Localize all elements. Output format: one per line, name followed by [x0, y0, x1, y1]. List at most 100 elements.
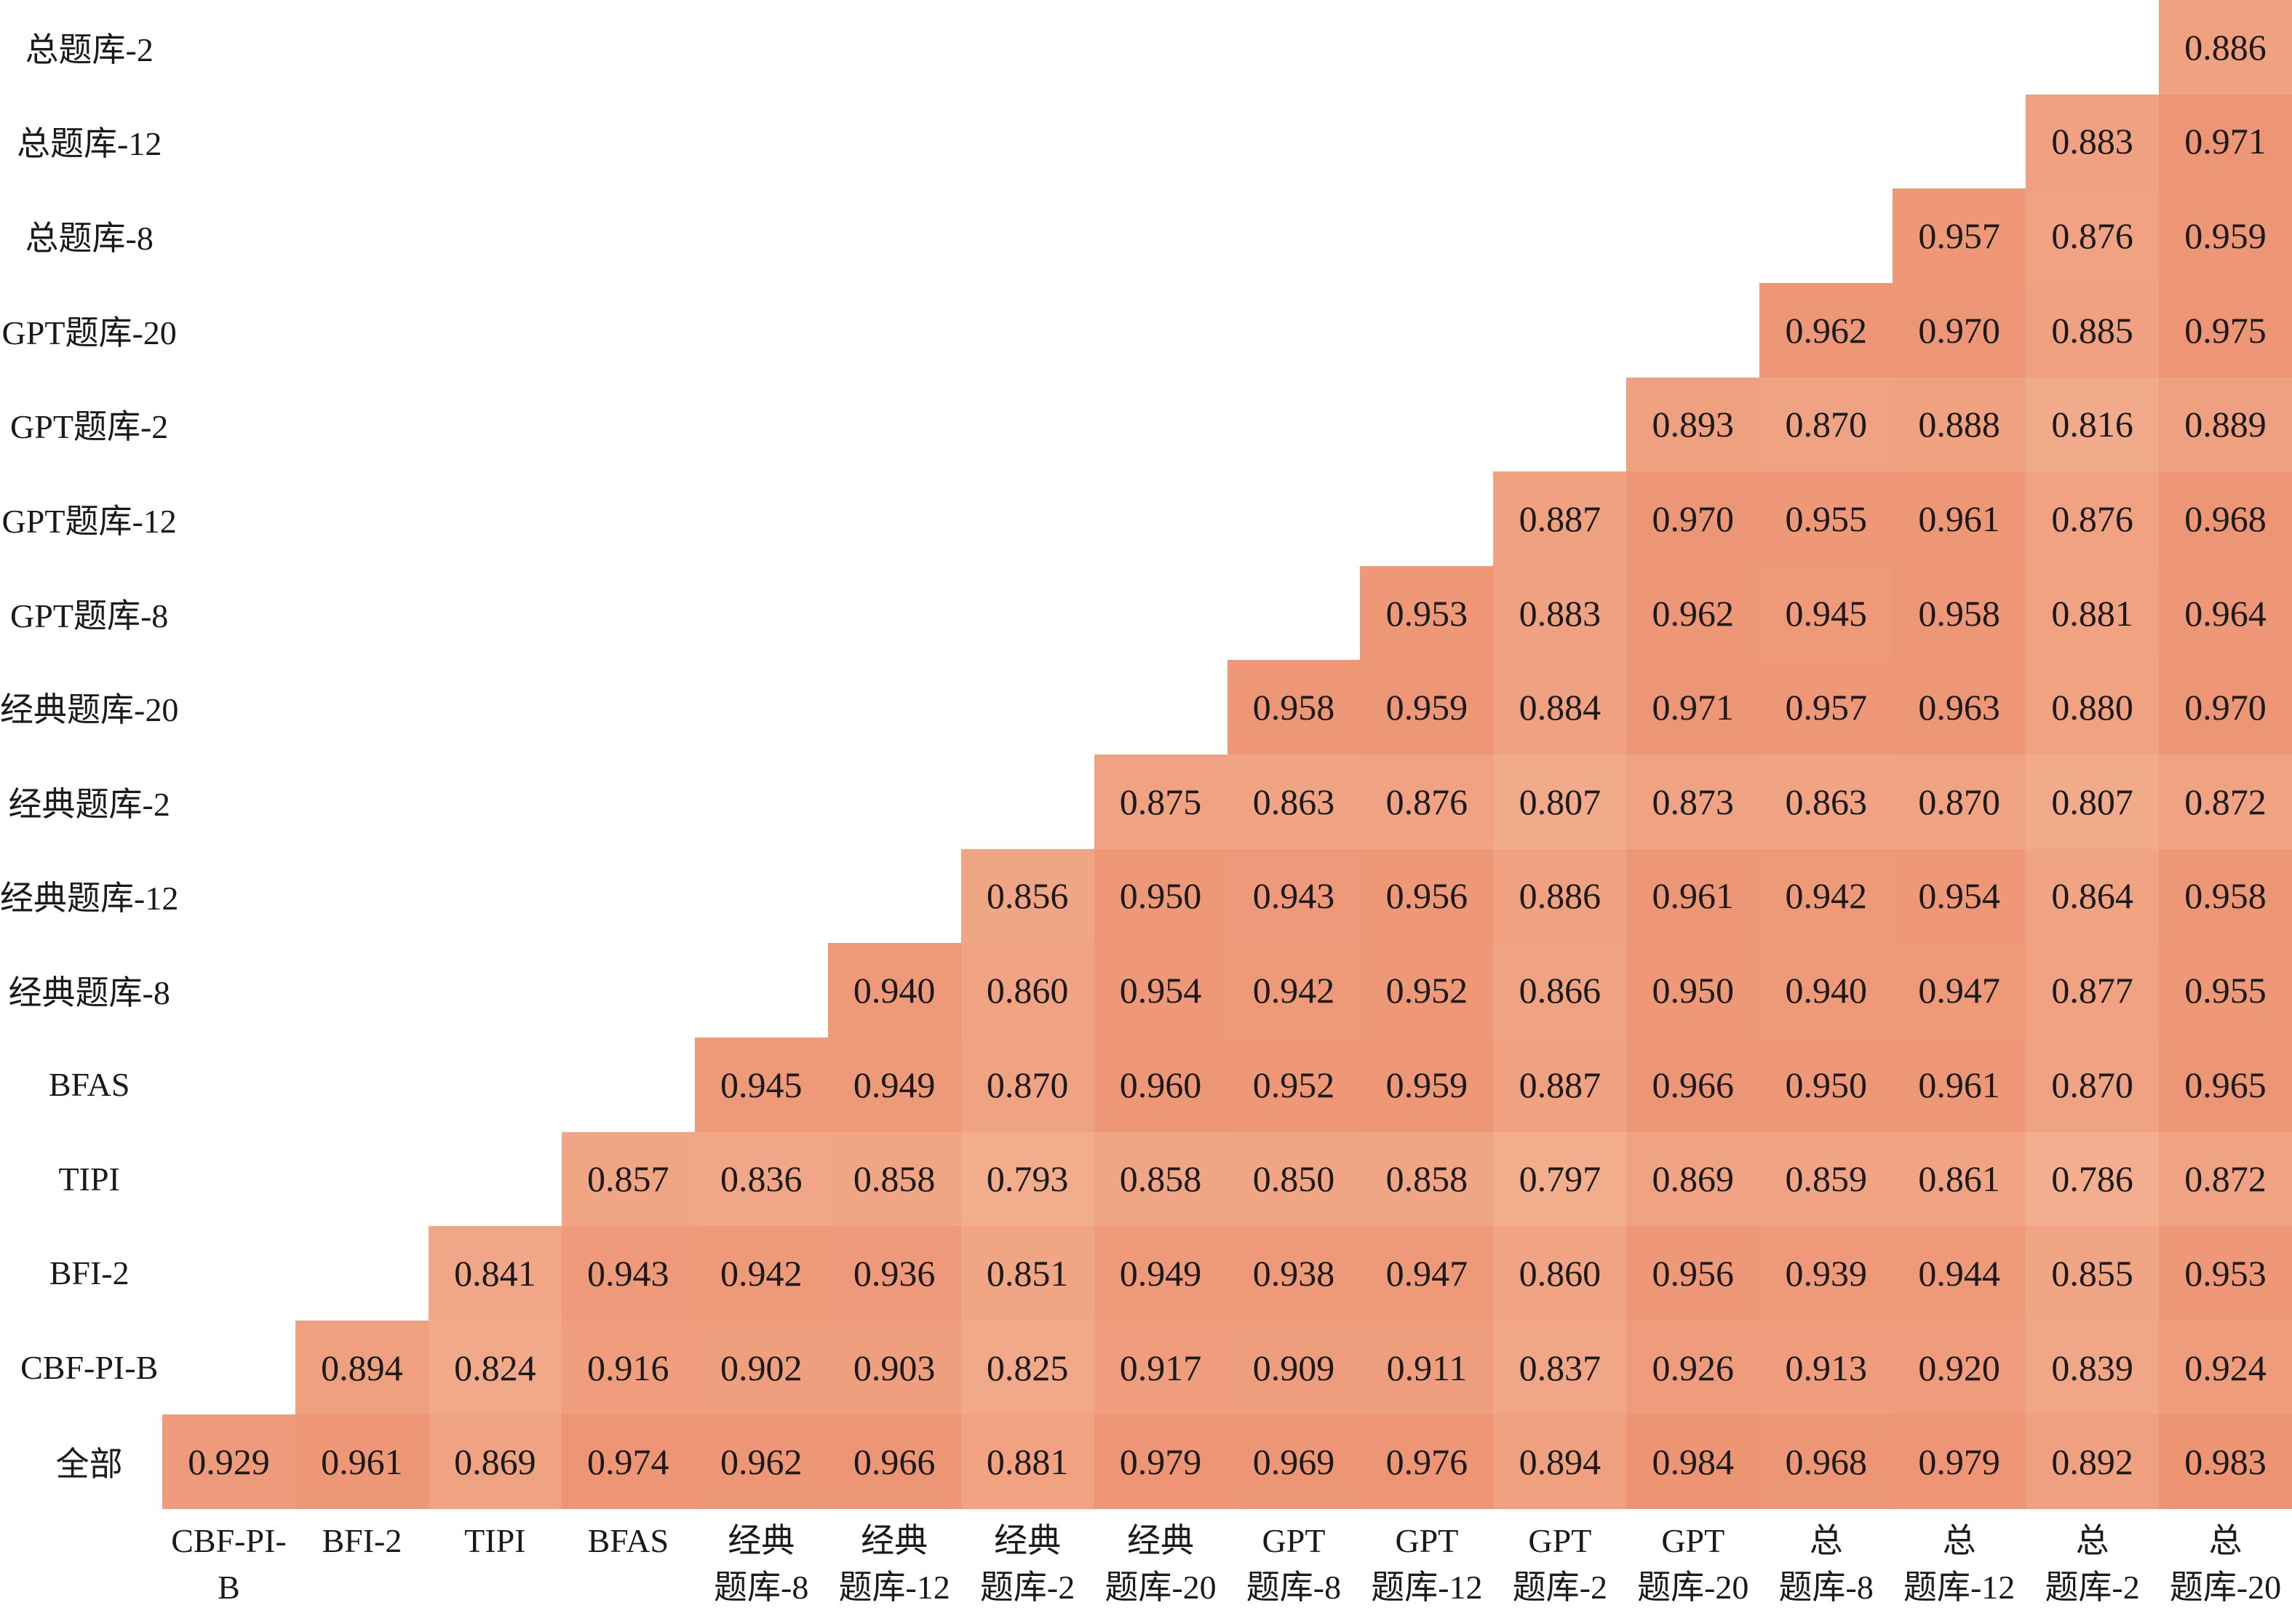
empty-cell — [562, 378, 695, 472]
heatmap-cell: 0.883 — [1493, 565, 1627, 661]
empty-cell — [562, 1038, 695, 1132]
heatmap-cell: 0.974 — [561, 1414, 695, 1509]
heatmap-cell: 0.962 — [694, 1414, 828, 1509]
heatmap-cell: 0.870 — [1759, 377, 1893, 472]
heatmap-cell: 0.954 — [1094, 943, 1227, 1038]
heatmap-cell: 0.913 — [1759, 1320, 1893, 1415]
heatmap-cell: 0.959 — [1360, 660, 1494, 755]
heatmap-cell: 0.894 — [1493, 1414, 1627, 1509]
empty-cell — [562, 95, 695, 189]
heatmap-cell: 0.952 — [1227, 1037, 1361, 1132]
empty-cell — [1094, 660, 1227, 755]
heatmap-cell: 0.953 — [1360, 565, 1494, 661]
empty-cell — [1094, 378, 1227, 472]
heatmap-cell: 0.837 — [1493, 1320, 1627, 1415]
heatmap-cell: 0.965 — [2159, 1037, 2292, 1132]
heatmap-cell: 0.954 — [1893, 848, 2026, 944]
row-label: 总题库-2 — [25, 31, 154, 68]
heatmap-cell: 0.969 — [1227, 1414, 1361, 1509]
empty-cell — [828, 566, 961, 661]
heatmap-cell: 0.966 — [827, 1414, 961, 1509]
heatmap-cell: 0.909 — [1227, 1320, 1361, 1415]
row-label: 经典题库-20 — [0, 691, 179, 729]
empty-cell — [162, 660, 295, 755]
row-label: 经典题库-12 — [0, 880, 179, 918]
empty-cell — [695, 95, 828, 189]
empty-cell — [429, 471, 562, 566]
col-label: TIPI — [464, 1522, 526, 1559]
heatmap-cell: 0.881 — [960, 1414, 1094, 1509]
col-label: GPT 题库-12 — [1371, 1522, 1483, 1606]
col-label: 经典 题库-2 — [979, 1522, 1075, 1606]
heatmap-cell: 0.950 — [1094, 848, 1227, 944]
heatmap-cell: 0.866 — [1493, 943, 1627, 1038]
empty-cell — [429, 378, 562, 472]
empty-cell — [1094, 0, 1227, 95]
empty-cell — [295, 1038, 429, 1132]
col-label: GPT 题库-20 — [1637, 1522, 1749, 1606]
col-label: GPT 题库-8 — [1246, 1522, 1342, 1606]
col-label: 总 题库-8 — [1778, 1522, 1874, 1606]
empty-cell — [1893, 95, 2026, 189]
empty-cell — [1227, 283, 1361, 378]
heatmap-cell: 0.960 — [1094, 1037, 1227, 1132]
empty-cell — [1493, 95, 1626, 189]
empty-cell — [1227, 188, 1361, 283]
heatmap-cell: 0.872 — [2159, 755, 2292, 849]
empty-cell — [295, 943, 429, 1038]
empty-cell — [562, 755, 695, 849]
empty-cell — [961, 283, 1094, 378]
heatmap-cell: 0.947 — [1893, 943, 2026, 1038]
row-label: GPT题库-12 — [1, 502, 177, 540]
heatmap-cell: 0.979 — [1094, 1414, 1227, 1509]
heatmap-cell: 0.902 — [694, 1320, 828, 1415]
row-label: 经典题库-8 — [8, 974, 170, 1012]
empty-cell — [961, 378, 1094, 472]
heatmap-cell: 0.944 — [1893, 1226, 2026, 1321]
empty-cell — [828, 378, 961, 472]
empty-cell — [961, 660, 1094, 755]
heatmap-cell: 0.938 — [1227, 1226, 1361, 1321]
empty-cell — [1759, 95, 1893, 189]
empty-cell — [295, 188, 429, 283]
empty-cell — [695, 283, 828, 378]
empty-cell — [695, 566, 828, 661]
empty-cell — [695, 471, 828, 566]
heatmap-cell: 0.883 — [2026, 94, 2160, 189]
heatmap-cell: 0.971 — [1626, 660, 1760, 755]
col-label: 经典 题库-20 — [1105, 1522, 1217, 1606]
heatmap-cell: 0.877 — [2026, 943, 2160, 1038]
row-label: GPT题库-8 — [10, 597, 169, 634]
empty-cell — [295, 566, 429, 661]
empty-cell — [1626, 188, 1759, 283]
heatmap-cell: 0.966 — [1626, 1037, 1760, 1132]
empty-cell — [429, 755, 562, 849]
heatmap-cell: 0.903 — [827, 1320, 961, 1415]
heatmap-cell: 0.958 — [1893, 565, 2026, 661]
heatmap-cell: 0.855 — [2026, 1226, 2160, 1321]
heatmap-cell: 0.876 — [2026, 471, 2160, 566]
heatmap-cell: 0.875 — [1094, 755, 1227, 849]
empty-cell — [1759, 188, 1893, 283]
heatmap-cell: 0.892 — [2026, 1414, 2160, 1509]
heatmap-cell: 0.858 — [827, 1131, 961, 1227]
heatmap-cell: 0.959 — [2159, 188, 2292, 283]
heatmap-cell: 0.863 — [1759, 755, 1893, 849]
empty-cell — [1493, 378, 1626, 472]
heatmap-cell: 0.961 — [1626, 848, 1760, 944]
heatmap-cell: 0.869 — [1626, 1131, 1760, 1227]
heatmap-cell: 0.926 — [1626, 1320, 1760, 1415]
empty-cell — [1360, 0, 1493, 95]
empty-cell — [1094, 188, 1227, 283]
row-label: 总题库-8 — [25, 220, 154, 258]
empty-cell — [1626, 95, 1759, 189]
empty-cell — [429, 849, 562, 944]
heatmap-cell: 0.916 — [561, 1320, 695, 1415]
empty-cell — [961, 471, 1094, 566]
empty-cell — [295, 283, 429, 378]
empty-cell — [1227, 471, 1361, 566]
empty-cell — [162, 0, 295, 95]
heatmap-cell: 0.958 — [1227, 660, 1361, 755]
row-label: 经典题库-2 — [8, 785, 170, 823]
